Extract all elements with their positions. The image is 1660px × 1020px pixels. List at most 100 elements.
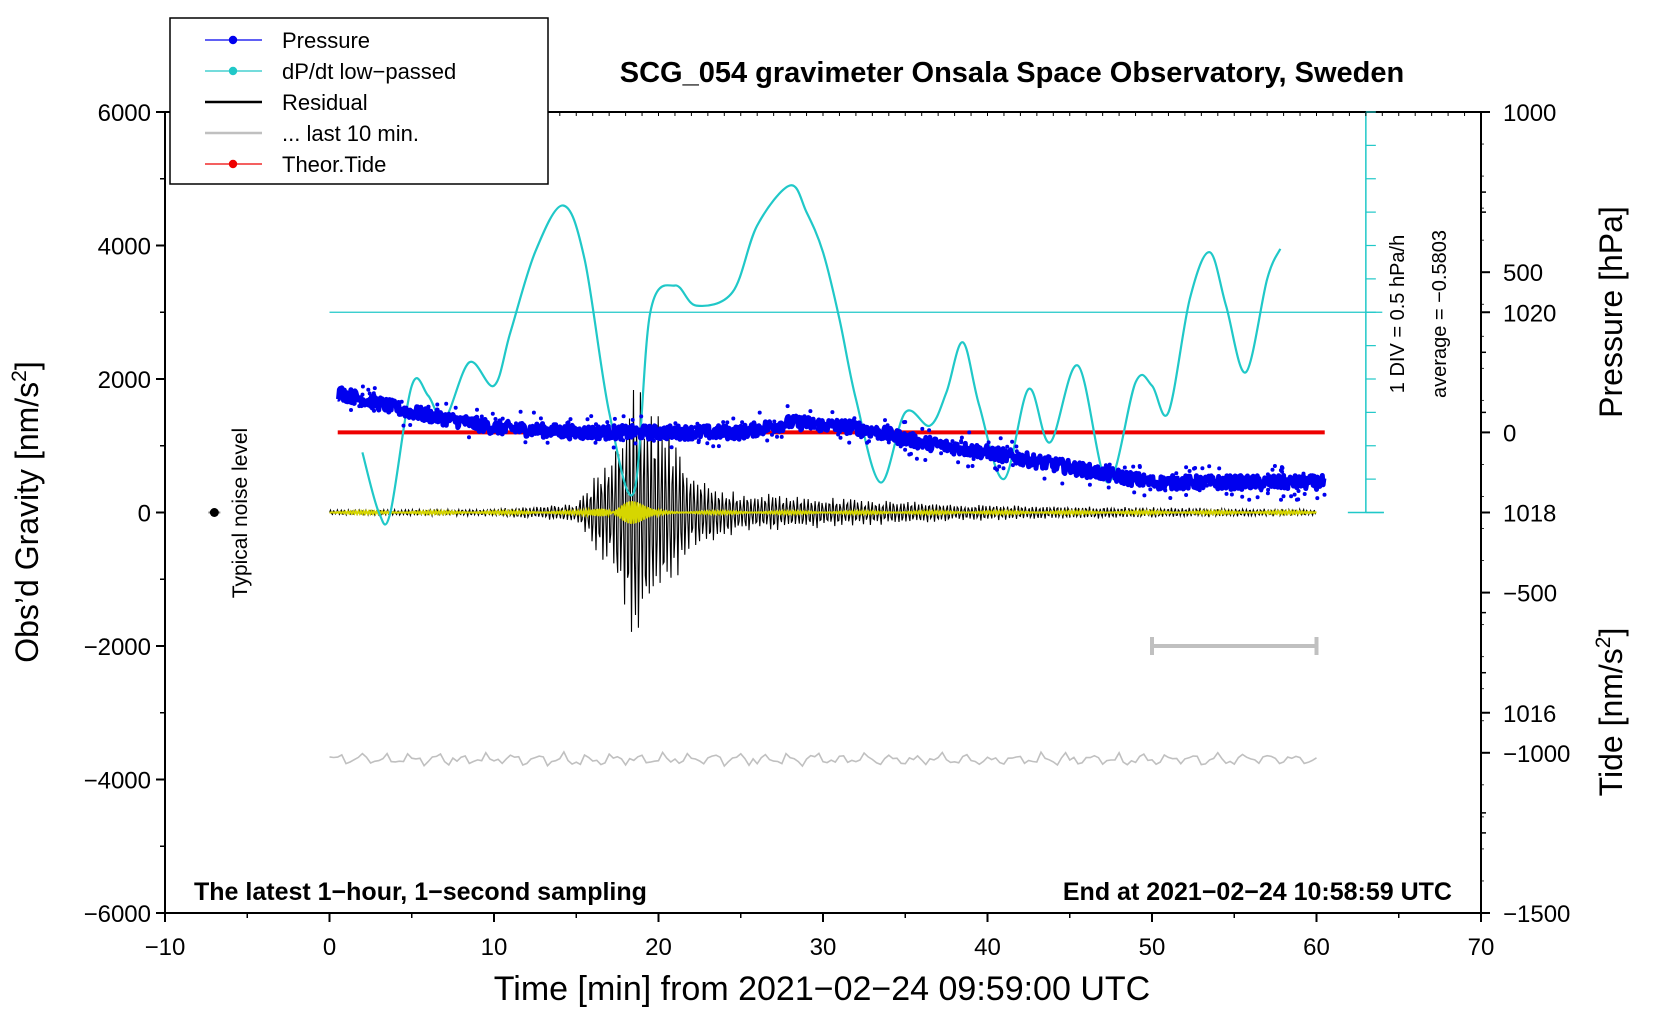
x-axis-label: Time [min] from 2021−02−24 09:59:00 UTC xyxy=(494,970,1150,1008)
pressure-point xyxy=(621,438,626,443)
pressure-point xyxy=(1265,472,1270,477)
pressure-point xyxy=(371,391,376,396)
pressure-point xyxy=(435,402,440,407)
pressure-point xyxy=(414,412,419,417)
pressure-point xyxy=(1240,494,1245,499)
pressure-point xyxy=(976,444,981,449)
pressure-point xyxy=(731,427,736,432)
pressure-point xyxy=(1248,475,1253,480)
pressure-point xyxy=(1132,490,1137,495)
pressure-point xyxy=(927,428,932,433)
pressure-point xyxy=(576,433,581,438)
pressure-point xyxy=(1184,493,1189,497)
pressure-point xyxy=(766,424,771,429)
pressure-point xyxy=(1060,481,1065,486)
pressure-point xyxy=(885,423,890,428)
tide-tick-label: 1000 xyxy=(1503,100,1556,127)
pressure-point xyxy=(775,434,779,439)
pressure-point xyxy=(851,424,856,429)
pressure-point xyxy=(479,414,484,419)
pressure-point xyxy=(366,397,371,402)
pressure-point xyxy=(1163,482,1168,487)
x-tick-label: 10 xyxy=(481,934,508,961)
pressure-point xyxy=(711,435,715,440)
pressure-point xyxy=(467,435,471,440)
pressure-point xyxy=(1174,471,1179,476)
pressure-point xyxy=(1299,484,1304,489)
pressure-point xyxy=(1296,481,1301,486)
legend-label: dP/dt low−passed xyxy=(282,59,456,84)
axes-layer: −10 0 10 20 30 40 50 60 70−6000−4000−20000200040… xyxy=(84,100,1571,961)
pressure-point xyxy=(1266,487,1271,492)
scale-average-label: average = −0.5803 xyxy=(1429,230,1451,398)
tide-tick-label: −1500 xyxy=(1503,901,1570,928)
pressure-point xyxy=(830,424,835,429)
pressure-point xyxy=(493,417,498,421)
pressure-point xyxy=(1301,471,1306,476)
pressure-point xyxy=(716,426,721,431)
pressure-point xyxy=(971,457,976,461)
pressure-point xyxy=(342,394,347,399)
pressure-point xyxy=(639,414,644,419)
pressure-point xyxy=(997,464,1002,469)
pressure-point xyxy=(985,455,990,460)
pressure-point xyxy=(959,435,964,440)
pressure-point xyxy=(815,427,820,431)
pressure-point xyxy=(1163,488,1168,493)
pressure-point xyxy=(1014,449,1019,454)
pressure-point xyxy=(658,437,663,442)
pressure-point xyxy=(426,407,431,412)
pressure-point xyxy=(523,440,528,445)
pressure-point xyxy=(851,419,856,424)
pressure-point xyxy=(360,392,365,397)
pressure-point xyxy=(630,417,635,422)
pressure-point xyxy=(1142,493,1147,498)
pressure-point xyxy=(475,407,479,412)
pressure-point xyxy=(397,411,402,416)
x-tick-label: 0 xyxy=(323,934,336,961)
pressure-tick-label: 1020 xyxy=(1503,300,1556,327)
pressure-point xyxy=(356,398,361,403)
pressure-point xyxy=(349,408,353,412)
pressure-point xyxy=(966,464,971,469)
pressure-point xyxy=(1002,453,1007,458)
pressure-point xyxy=(1110,466,1115,471)
pressure-point xyxy=(367,391,372,396)
pressure-point xyxy=(847,440,852,445)
pressure-point xyxy=(408,423,413,427)
y-tick-label: 0 xyxy=(138,501,151,528)
pressure-point xyxy=(911,431,916,436)
pressure-point xyxy=(573,428,578,433)
pressure-point xyxy=(1004,459,1009,464)
pressure-point xyxy=(937,439,942,444)
pressure-point xyxy=(1280,469,1285,474)
pressure-point xyxy=(693,425,698,430)
pressure-point xyxy=(633,441,638,446)
pressure-point xyxy=(724,427,729,432)
pressure-point xyxy=(781,422,786,427)
pressure-point xyxy=(998,436,1003,441)
pressure-point xyxy=(950,439,955,444)
pressure-point xyxy=(970,464,975,468)
pressure-point xyxy=(658,431,663,436)
dpdt-curve xyxy=(361,184,1282,526)
pressure-point xyxy=(502,423,507,428)
pressure-point xyxy=(967,430,972,435)
legend-marker xyxy=(228,159,238,169)
pressure-point xyxy=(865,440,870,445)
y-tick-label: −6000 xyxy=(84,901,151,928)
y-tick-label: 6000 xyxy=(98,100,151,127)
pressure-point xyxy=(713,431,718,436)
pressure-point xyxy=(898,444,903,449)
pressure-point xyxy=(401,423,406,428)
pressure-point xyxy=(1182,486,1187,491)
pressure-point xyxy=(352,395,357,400)
pressure-point xyxy=(666,434,671,439)
pressure-point xyxy=(885,427,890,432)
pressure-point xyxy=(819,428,824,433)
pressure-point xyxy=(757,410,762,415)
pressure-point xyxy=(669,445,674,450)
pressure-point xyxy=(998,456,1003,461)
pressure-point xyxy=(865,425,870,429)
pressure-point xyxy=(651,438,656,443)
